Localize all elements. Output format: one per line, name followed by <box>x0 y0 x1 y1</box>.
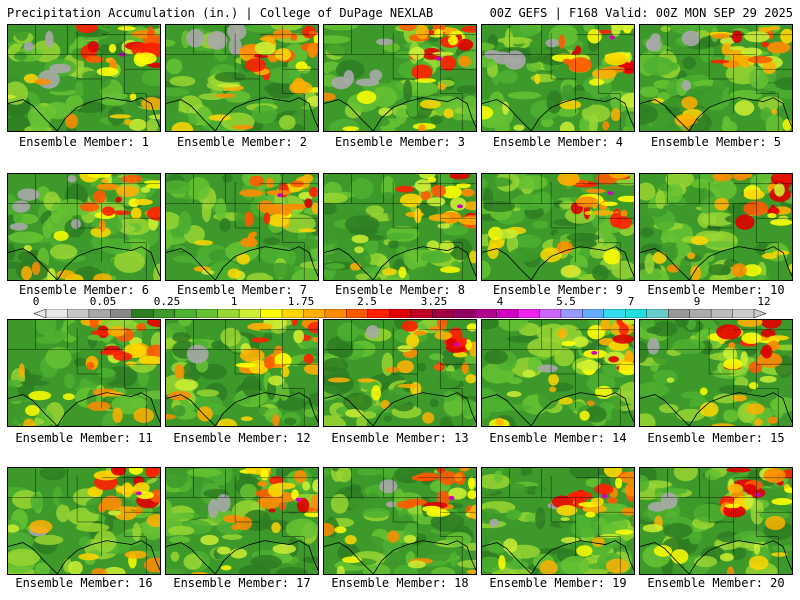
colorbar-tick-label: 3.25 <box>420 295 448 308</box>
ensemble-map-3 <box>323 24 477 132</box>
colorbar-swatch <box>45 309 68 318</box>
ensemble-label-17: Ensemble Member: 17 <box>173 576 311 590</box>
ensemble-map-4 <box>481 24 635 132</box>
ensemble-map-17 <box>165 467 319 575</box>
ensemble-label-1: Ensemble Member: 1 <box>18 135 150 149</box>
colorbar-swatch <box>539 309 562 318</box>
colorbar-swatch <box>131 309 154 318</box>
colorbar-swatch <box>453 309 476 318</box>
colorbar-tick-label: 0 <box>32 295 40 308</box>
colorbar-swatch <box>88 309 111 318</box>
ensemble-map-19 <box>481 467 635 575</box>
ensemble-label-3: Ensemble Member: 3 <box>334 135 466 149</box>
colorbar-tick-label: 9 <box>693 295 701 308</box>
colorbar-tick-label: 2.5 <box>357 295 377 308</box>
ensemble-map-9 <box>481 173 635 281</box>
ensemble-map-7 <box>165 173 319 281</box>
colorbar-swatch <box>646 309 669 318</box>
ensemble-map-5 <box>639 24 793 132</box>
colorbar-swatch <box>667 309 691 318</box>
colorbar-tick-label: 0.05 <box>89 295 117 308</box>
colorbar-swatch <box>324 309 347 318</box>
colorbar-swatch <box>389 309 412 318</box>
colorbar-swatch <box>410 309 433 318</box>
ensemble-label-6: Ensemble Member: 6 <box>18 283 150 297</box>
ensemble-map-11 <box>7 319 161 427</box>
ensemble-map-12 <box>165 319 319 427</box>
colorbar-arrow-left <box>34 309 47 318</box>
colorbar-swatch <box>303 309 326 318</box>
colorbar-swatch <box>346 309 369 318</box>
ensemble-map-2 <box>165 24 319 132</box>
ensemble-label-15: Ensemble Member: 15 <box>647 431 785 445</box>
colorbar-swatch <box>260 309 283 318</box>
colorbar-swatch <box>281 309 304 318</box>
ensemble-label-10: Ensemble Member: 10 <box>647 283 785 297</box>
colorbar-tick-label: 4 <box>496 295 504 308</box>
colorbar-tick-label: 1.75 <box>287 295 315 308</box>
colorbar-swatch <box>174 309 197 318</box>
run-info: 00Z GEFS | F168 Valid: 00Z MON SEP 29 20… <box>489 6 793 20</box>
colorbar <box>34 309 766 318</box>
colorbar-swatch <box>431 309 455 318</box>
ensemble-map-20 <box>639 467 793 575</box>
colorbar-tick-label: 7 <box>627 295 635 308</box>
colorbar-swatch <box>153 309 176 318</box>
ensemble-label-20: Ensemble Member: 20 <box>647 576 785 590</box>
ensemble-label-7: Ensemble Member: 7 <box>176 283 308 297</box>
ensemble-label-4: Ensemble Member: 4 <box>492 135 624 149</box>
ensemble-label-16: Ensemble Member: 16 <box>15 576 153 590</box>
colorbar-tick-label: 1 <box>230 295 238 308</box>
ensemble-label-9: Ensemble Member: 9 <box>492 283 624 297</box>
colorbar-swatch <box>496 309 519 318</box>
ensemble-map-8 <box>323 173 477 281</box>
colorbar-swatch <box>238 309 262 318</box>
ensemble-label-12: Ensemble Member: 12 <box>173 431 311 445</box>
colorbar-tick-label: 12 <box>757 295 771 308</box>
colorbar-swatch <box>517 309 540 318</box>
ensemble-map-6 <box>7 173 161 281</box>
colorbar-tick-label: 0.25 <box>153 295 181 308</box>
ensemble-map-14 <box>481 319 635 427</box>
ensemble-map-15 <box>639 319 793 427</box>
colorbar-swatch <box>603 309 626 318</box>
ensemble-map-13 <box>323 319 477 427</box>
colorbar-swatch <box>67 309 90 318</box>
colorbar-swatch <box>732 309 755 318</box>
ensemble-label-5: Ensemble Member: 5 <box>650 135 782 149</box>
colorbar-arrow-right <box>753 309 766 318</box>
ensemble-map-18 <box>323 467 477 575</box>
ensemble-label-11: Ensemble Member: 11 <box>15 431 153 445</box>
page-title: Precipitation Accumulation (in.) | Colle… <box>7 6 434 20</box>
ensemble-map-1 <box>7 24 161 132</box>
ensemble-label-8: Ensemble Member: 8 <box>334 283 466 297</box>
colorbar-swatch <box>582 309 605 318</box>
ensemble-label-18: Ensemble Member: 18 <box>331 576 469 590</box>
colorbar-tick-label: 5.5 <box>556 295 576 308</box>
colorbar-swatch <box>625 309 648 318</box>
colorbar-swatch <box>560 309 583 318</box>
colorbar-swatch <box>710 309 734 318</box>
colorbar-swatch <box>367 309 390 318</box>
ensemble-label-13: Ensemble Member: 13 <box>331 431 469 445</box>
colorbar-swatch <box>217 309 240 318</box>
colorbar-swatch <box>110 309 133 318</box>
colorbar-swatch <box>689 309 712 318</box>
ensemble-map-10 <box>639 173 793 281</box>
colorbar-swatch <box>474 309 498 318</box>
ensemble-label-2: Ensemble Member: 2 <box>176 135 308 149</box>
colorbar-swatch <box>195 309 219 318</box>
ensemble-label-14: Ensemble Member: 14 <box>489 431 627 445</box>
ensemble-map-16 <box>7 467 161 575</box>
ensemble-label-19: Ensemble Member: 19 <box>489 576 627 590</box>
